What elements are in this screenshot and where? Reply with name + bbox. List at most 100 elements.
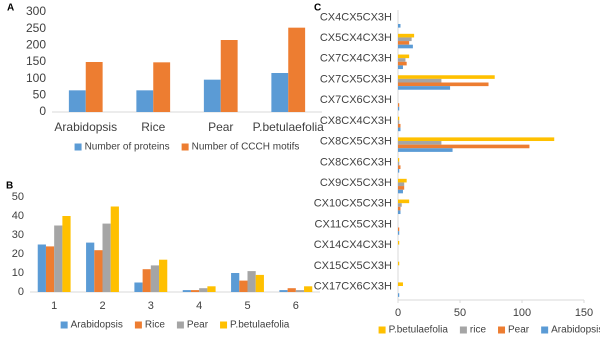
bar	[398, 227, 400, 232]
bar	[304, 286, 313, 292]
bar	[398, 206, 401, 211]
y-tick-label: 100	[26, 71, 46, 85]
bar	[94, 250, 103, 292]
x-tick-label: 2	[99, 300, 105, 312]
bar	[398, 61, 407, 66]
legend-label: Number of proteins	[85, 142, 170, 153]
y-tick-label: 0	[18, 286, 24, 298]
y-tick-label: CX8CX6CX3H	[320, 156, 392, 168]
x-tick-label: 0	[395, 307, 401, 319]
bar	[295, 290, 305, 292]
legend-label: Arabidopsis	[71, 320, 123, 331]
x-tick-label: 50	[454, 307, 466, 319]
bar	[398, 78, 442, 83]
bar	[398, 141, 442, 145]
bar	[398, 203, 402, 207]
bar	[398, 161, 400, 166]
bar	[398, 33, 415, 38]
bar	[150, 265, 160, 292]
y-tick-label: CX9CX5CX3H	[320, 177, 392, 189]
bar	[199, 288, 208, 292]
panel-label: A	[7, 3, 14, 14]
x-tick-label: P.betulaefolia	[253, 120, 325, 134]
legend-swatch	[181, 143, 189, 151]
bar	[398, 186, 405, 190]
bar	[231, 273, 240, 292]
bar	[134, 282, 143, 292]
bar	[398, 144, 530, 149]
y-tick-label: 300	[26, 4, 46, 18]
x-tick-label: Rice	[141, 120, 165, 134]
legend-label: P.betulaefolia	[230, 320, 290, 331]
x-tick-label: 150	[575, 307, 593, 319]
bar	[398, 86, 451, 90]
legend-swatch	[74, 143, 82, 151]
bar	[271, 73, 289, 112]
bar	[220, 40, 238, 112]
legend-label: Number of CCCH motifs	[192, 142, 300, 153]
y-tick-label: 200	[26, 38, 46, 52]
y-tick-label: 50	[12, 191, 24, 203]
y-tick-label: CX7CX6CX3H	[320, 94, 392, 106]
panel-label: C	[314, 3, 321, 14]
bar	[398, 148, 453, 152]
y-tick-label: CX10CX5CX3H	[314, 198, 392, 210]
legend-swatch	[498, 326, 506, 334]
bar	[182, 290, 191, 292]
legend-label: Pear	[508, 325, 530, 336]
y-tick-label: CX4CX5CX3H	[320, 11, 392, 23]
bar	[398, 37, 412, 42]
bar	[398, 178, 407, 183]
y-tick-label: 250	[26, 21, 46, 35]
bar	[62, 216, 71, 292]
legend-swatch	[220, 321, 228, 329]
bar	[398, 231, 400, 235]
legend-label: rice	[470, 325, 487, 336]
bar	[288, 27, 306, 113]
bar	[398, 44, 413, 49]
legend-swatch	[134, 321, 142, 329]
bar	[398, 182, 405, 187]
bar	[398, 75, 495, 79]
y-tick-label: 150	[26, 54, 46, 68]
bar	[398, 120, 400, 124]
bar	[279, 290, 288, 292]
y-tick-label: CX7CX4CX3H	[320, 53, 392, 65]
bar	[398, 261, 400, 266]
bar	[398, 103, 400, 107]
x-tick-label: 5	[244, 300, 250, 312]
bar	[398, 127, 401, 132]
bar	[86, 242, 95, 292]
bar	[102, 223, 111, 292]
bar	[142, 269, 151, 292]
bar	[287, 288, 296, 292]
bar	[85, 62, 103, 112]
legend-label: P.betulaefolia	[389, 325, 449, 336]
legend-swatch	[378, 326, 386, 334]
bar	[247, 271, 256, 292]
y-tick-label: CX7CX5CX3H	[320, 73, 392, 85]
bar	[203, 79, 221, 112]
bar	[398, 82, 489, 87]
bar	[239, 280, 248, 292]
bar	[207, 286, 216, 292]
y-tick-label: CX11CX5CX3H	[315, 218, 392, 230]
bar	[398, 189, 403, 194]
y-tick-label: CX8CX4CX3H	[320, 115, 392, 127]
legend-swatch	[176, 321, 184, 329]
legend-label: Arabidopsis	[551, 325, 600, 336]
bar	[398, 106, 400, 111]
bar	[45, 246, 55, 292]
bar	[398, 23, 401, 28]
bar	[190, 290, 200, 292]
x-tick-label: Arabidopsis	[54, 120, 117, 134]
y-tick-label: CX8CX5CX3H	[320, 136, 392, 148]
bar	[398, 240, 400, 245]
bar	[398, 199, 410, 204]
bar	[37, 244, 46, 292]
x-tick-label: 100	[513, 307, 531, 319]
y-tick-label: 40	[12, 210, 24, 222]
x-tick-label: 3	[148, 300, 154, 312]
y-tick-label: CX17CX6CX3H	[314, 281, 392, 293]
